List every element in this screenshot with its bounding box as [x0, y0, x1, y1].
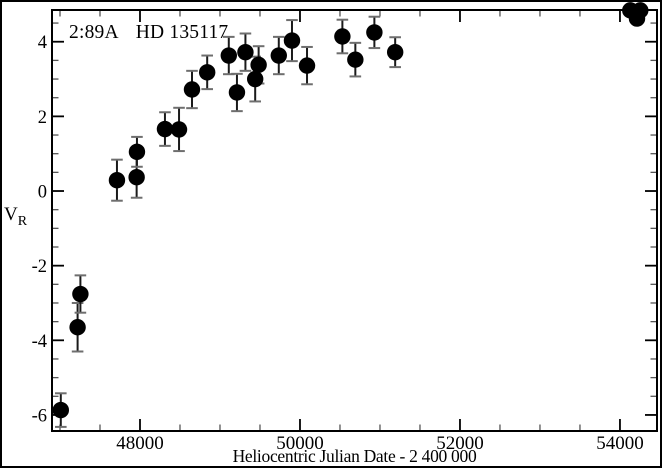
data-point: [246, 70, 264, 88]
y-tick-label: 4: [38, 33, 47, 53]
data-point: [283, 32, 301, 49]
data-point: [237, 43, 254, 61]
y-axis-label: VR: [4, 204, 28, 229]
x-tick-label: 52000: [436, 433, 484, 454]
data-point: [228, 84, 246, 101]
data-point: [52, 401, 69, 419]
plot-frame: [51, 9, 658, 432]
data-point: [366, 24, 383, 41]
data-point: [156, 120, 174, 138]
y-tick-label: 0: [38, 183, 47, 203]
x-axis-label: Heliocentric Julian Date - 2 400 000: [232, 446, 477, 466]
figure-title: 2:89A HD 135117: [69, 22, 228, 44]
data-point: [334, 28, 351, 45]
y-axis-label-subscript: R: [17, 213, 28, 229]
y-tick-label: -4: [32, 332, 47, 352]
y-tick-label: -2: [32, 257, 47, 277]
y-tick-label: 2: [38, 108, 47, 128]
x-tick-label: 50000: [276, 433, 324, 454]
data-point: [386, 43, 404, 61]
data-point: [183, 81, 201, 98]
data-point: [220, 47, 237, 64]
y-tick-label: -6: [32, 406, 47, 426]
data-point: [128, 143, 146, 161]
y-axis-label-main: V: [4, 204, 18, 225]
data-point: [170, 121, 188, 138]
data-point: [347, 51, 364, 68]
x-tick-label: 48000: [116, 433, 164, 454]
data-point: [198, 64, 216, 81]
data-point: [298, 57, 316, 74]
data-point: [632, 2, 649, 19]
data-point: [250, 56, 267, 74]
figure-annotation-label: 2:89A: [69, 22, 119, 43]
data-point: [69, 319, 86, 336]
data-point: [108, 171, 126, 189]
data-point: [72, 285, 89, 303]
data-point: [270, 47, 287, 64]
x-tick-label: 54000: [596, 433, 644, 454]
star-name: HD 135117: [135, 22, 229, 43]
data-point: [128, 169, 145, 186]
